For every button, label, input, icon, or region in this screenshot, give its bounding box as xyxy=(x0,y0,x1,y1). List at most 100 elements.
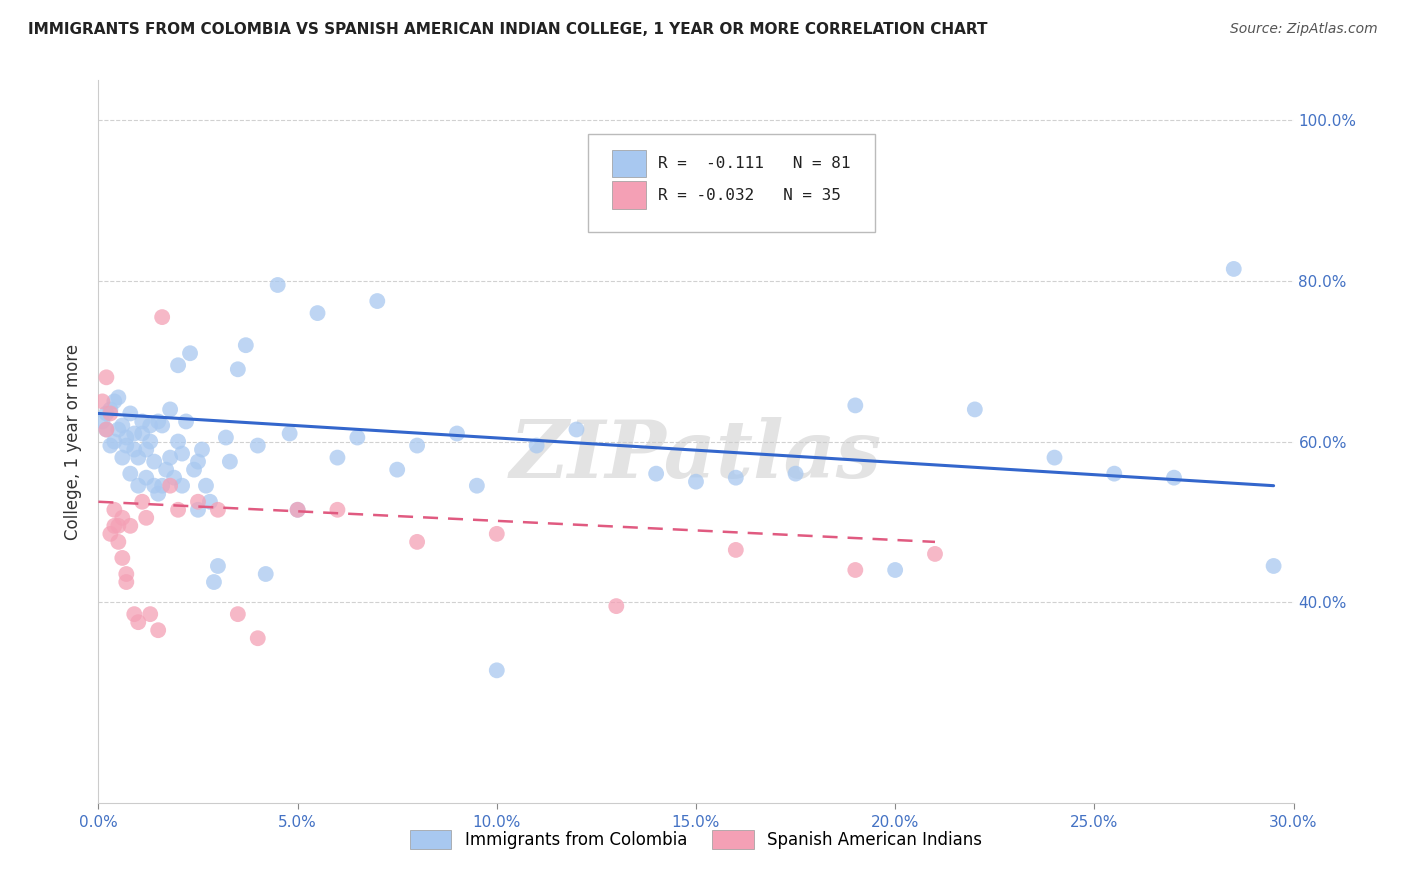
Point xyxy=(127,478,149,492)
Point xyxy=(724,470,747,484)
Point xyxy=(565,422,588,436)
Point xyxy=(202,574,225,589)
Point xyxy=(98,526,122,541)
Point xyxy=(326,450,349,465)
Point xyxy=(115,567,138,582)
Point xyxy=(724,542,747,557)
Point xyxy=(174,414,197,428)
Point xyxy=(172,446,194,460)
Point xyxy=(150,478,173,492)
Point xyxy=(446,426,468,441)
Point xyxy=(179,346,201,360)
Point xyxy=(191,442,214,457)
Point xyxy=(150,418,173,433)
Point xyxy=(785,467,807,481)
Point xyxy=(148,414,170,428)
Point xyxy=(187,502,209,516)
Point xyxy=(246,438,269,452)
Point xyxy=(150,310,173,324)
Point xyxy=(844,563,866,577)
Y-axis label: College, 1 year or more: College, 1 year or more xyxy=(65,343,83,540)
Point xyxy=(172,478,194,492)
Point xyxy=(111,550,134,566)
Point xyxy=(139,418,162,433)
Point xyxy=(127,615,149,630)
Point xyxy=(406,438,429,452)
Point xyxy=(207,558,229,573)
Point xyxy=(111,450,134,465)
Point xyxy=(406,534,429,549)
Point xyxy=(143,454,166,469)
Text: Source: ZipAtlas.com: Source: ZipAtlas.com xyxy=(1230,22,1378,37)
Point xyxy=(96,422,118,436)
Point xyxy=(120,467,142,481)
Point xyxy=(605,599,627,614)
Point xyxy=(346,430,368,444)
Point xyxy=(246,632,269,646)
Point xyxy=(183,462,205,476)
Point xyxy=(1104,467,1126,481)
Point xyxy=(96,406,118,420)
FancyBboxPatch shape xyxy=(613,150,645,178)
Point xyxy=(226,362,249,376)
Point xyxy=(159,450,181,465)
Point xyxy=(267,277,290,292)
Point xyxy=(235,338,257,352)
Text: R = -0.032   N = 35: R = -0.032 N = 35 xyxy=(658,187,841,202)
Legend: Immigrants from Colombia, Spanish American Indians: Immigrants from Colombia, Spanish Americ… xyxy=(404,823,988,856)
Point xyxy=(287,502,309,516)
Point xyxy=(131,414,153,428)
Point xyxy=(163,470,186,484)
Point xyxy=(844,398,866,412)
Text: IMMIGRANTS FROM COLOMBIA VS SPANISH AMERICAN INDIAN COLLEGE, 1 YEAR OR MORE CORR: IMMIGRANTS FROM COLOMBIA VS SPANISH AMER… xyxy=(28,22,987,37)
Point xyxy=(155,462,177,476)
Point xyxy=(187,454,209,469)
Point xyxy=(139,607,162,621)
Point xyxy=(485,664,508,678)
Point xyxy=(254,567,277,582)
Point xyxy=(98,438,122,452)
Point xyxy=(187,494,209,508)
Point xyxy=(143,478,166,492)
Point xyxy=(131,426,153,441)
Point xyxy=(107,422,129,436)
Point xyxy=(219,454,242,469)
Point xyxy=(124,426,146,441)
Point xyxy=(287,502,309,516)
Point xyxy=(326,502,349,516)
Point xyxy=(195,478,218,492)
Point xyxy=(485,526,508,541)
Point xyxy=(167,358,190,372)
Point xyxy=(103,518,125,533)
Point xyxy=(963,402,986,417)
Point xyxy=(98,406,122,420)
Point xyxy=(131,494,153,508)
Point xyxy=(135,442,157,457)
Text: R =  -0.111   N = 81: R = -0.111 N = 81 xyxy=(658,156,851,171)
Point xyxy=(366,293,388,308)
Point xyxy=(924,547,946,561)
FancyBboxPatch shape xyxy=(613,181,645,209)
Point xyxy=(1163,470,1185,484)
Point xyxy=(115,430,138,444)
Point xyxy=(198,494,221,508)
Point xyxy=(120,406,142,420)
Point xyxy=(278,426,301,441)
Point xyxy=(645,467,668,481)
Point xyxy=(148,623,170,637)
Text: ZIPatlas: ZIPatlas xyxy=(510,417,882,495)
Point xyxy=(465,478,488,492)
Point xyxy=(139,434,162,449)
Point xyxy=(167,502,190,516)
Point xyxy=(96,422,118,436)
Point xyxy=(96,370,118,384)
Point xyxy=(1263,558,1285,573)
Point xyxy=(103,394,125,409)
Point xyxy=(135,510,157,524)
Point xyxy=(124,607,146,621)
Point xyxy=(159,402,181,417)
Point xyxy=(107,390,129,404)
Point xyxy=(111,510,134,524)
Point xyxy=(1043,450,1066,465)
Point xyxy=(98,402,122,417)
